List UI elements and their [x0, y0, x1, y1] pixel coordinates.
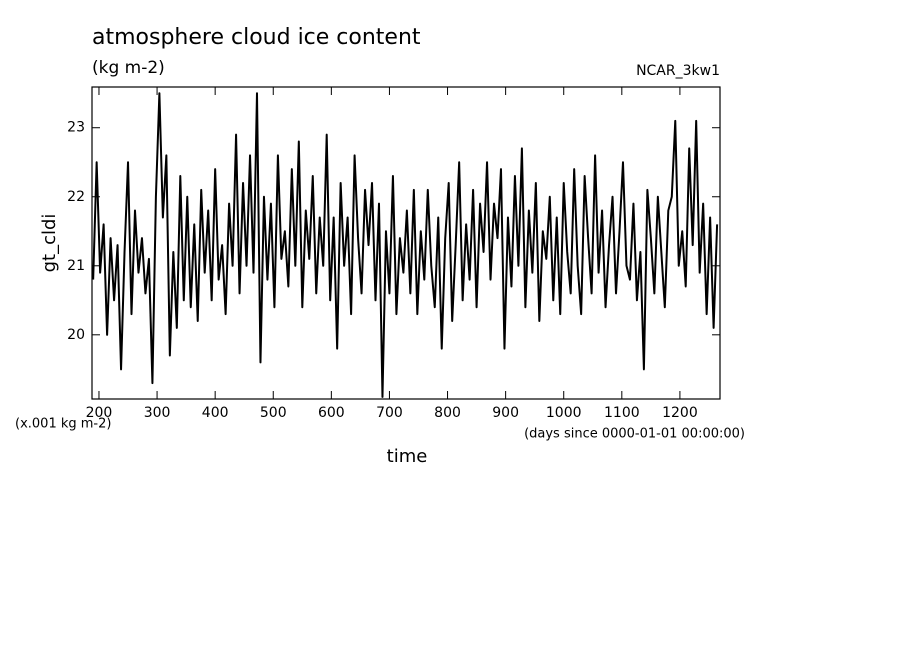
x-tick-label: 700 [376, 405, 403, 421]
chart-subtitle: (kg m-2) [92, 58, 165, 78]
y-tick-label: 20 [67, 327, 85, 343]
x-tick-label: 300 [144, 405, 171, 421]
annotation: NCAR_3kw1 [636, 63, 720, 79]
data-line [92, 92, 719, 398]
x-tick-label: 400 [202, 405, 229, 421]
x-tick-label: 900 [492, 405, 519, 421]
x-tick-label: 500 [260, 405, 287, 421]
plot-frame [91, 86, 721, 400]
y-tick-label: 22 [67, 189, 85, 205]
x-tick-label: 200 [86, 405, 113, 421]
x-tick-label: 800 [434, 405, 461, 421]
x-tick-label: 1100 [604, 405, 640, 421]
x-tick-label: 1200 [662, 405, 698, 421]
x-tick-label: 600 [318, 405, 345, 421]
x-axis-unit: (days since 0000-01-01 00:00:00) [524, 427, 745, 442]
y-tick-label: 23 [67, 120, 85, 136]
y-tick-label: 21 [67, 258, 85, 274]
y-axis-label: gt_cldi [39, 214, 60, 273]
chart-title: atmosphere cloud ice content [92, 25, 421, 50]
y-axis-unit: (x.001 kg m-2) [15, 417, 111, 432]
x-tick-label: 1000 [546, 405, 582, 421]
x-axis-label: time [387, 446, 428, 467]
